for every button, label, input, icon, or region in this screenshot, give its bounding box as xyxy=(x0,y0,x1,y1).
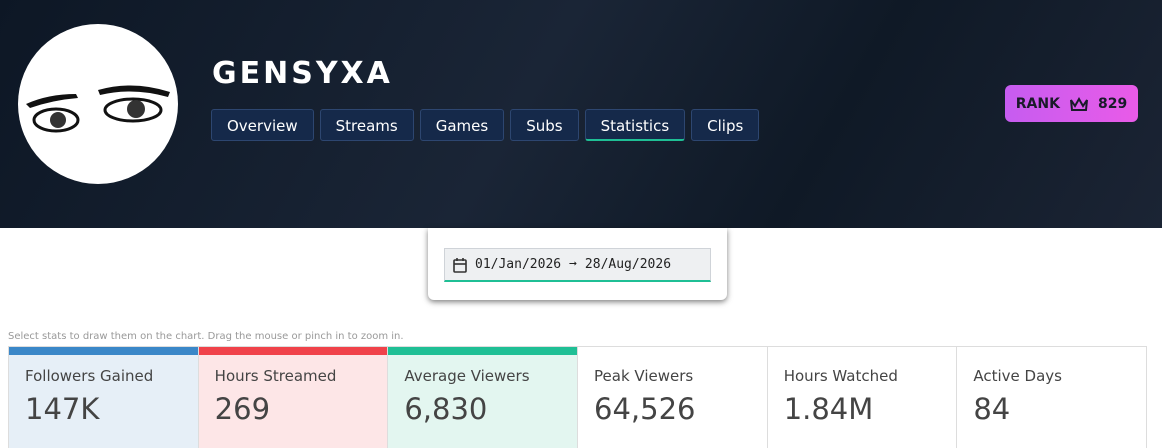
stat-label: Active Days xyxy=(973,367,1062,385)
stat-color-bar xyxy=(9,347,198,355)
stat-label: Average Viewers xyxy=(404,367,530,385)
channel-name: GENSYXA xyxy=(212,56,393,91)
date-panel: 01/Jan/2026 ➞ 28/Aug/2026 xyxy=(428,228,727,300)
date-start: 01/Jan/2026 xyxy=(475,257,562,272)
rank-label: RANK xyxy=(1015,95,1060,112)
stat-value: 64,526 xyxy=(594,392,696,426)
date-range-picker[interactable]: 01/Jan/2026 ➞ 28/Aug/2026 xyxy=(444,248,711,282)
nav-tab[interactable]: Statistics xyxy=(584,109,686,141)
stat-card[interactable]: Peak Viewers 64,526 xyxy=(578,347,768,448)
stat-value: 147K xyxy=(25,392,100,426)
stat-label: Followers Gained xyxy=(25,367,154,385)
avatar[interactable] xyxy=(18,24,178,184)
nav-tab[interactable]: Clips xyxy=(691,109,760,141)
crown-icon xyxy=(1069,96,1088,111)
nav-tab[interactable]: Subs xyxy=(510,109,579,141)
stat-label: Peak Viewers xyxy=(594,367,694,385)
stat-color-bar xyxy=(198,347,388,355)
stat-value: 269 xyxy=(214,392,271,426)
nav-tab[interactable]: Overview xyxy=(211,109,314,141)
nav-tab[interactable]: Games xyxy=(419,109,505,141)
avatar-art xyxy=(26,85,170,133)
stat-value: 84 xyxy=(973,392,1011,426)
calendar-icon xyxy=(453,257,467,273)
stat-value: 6,830 xyxy=(404,392,488,426)
rank-value: 829 xyxy=(1097,95,1128,112)
date-end: 28/Aug/2026 xyxy=(584,257,672,272)
stat-card[interactable]: Hours Streamed 269 xyxy=(198,347,389,448)
stat-color-bar xyxy=(388,347,578,355)
stats-row: Followers Gained 147K Hours Streamed 269 Ave… xyxy=(8,346,1147,448)
stat-card[interactable]: Active Days 84 xyxy=(957,347,1147,448)
date-separator: ➞ xyxy=(569,257,577,272)
stat-card[interactable]: Average Viewers 6,830 xyxy=(388,347,579,448)
stat-card[interactable]: Hours Watched 1.84M xyxy=(767,347,958,448)
profile-header: GENSYXA Overview Streams Games Subs Statisti… xyxy=(0,0,1162,228)
nav-tab[interactable]: Streams xyxy=(319,109,414,141)
stat-label: Hours Watched xyxy=(783,367,898,385)
stat-card[interactable]: Followers Gained 147K xyxy=(9,347,199,448)
stat-value: 1.84M xyxy=(783,392,874,426)
hint-text: Select stats to draw them on the chart. … xyxy=(8,331,404,342)
rank-badge[interactable]: RANK 829 xyxy=(1005,85,1138,122)
tab-bar: Overview Streams Games Subs Statistics Clips xyxy=(211,109,760,141)
stat-label: Hours Streamed xyxy=(214,367,337,385)
